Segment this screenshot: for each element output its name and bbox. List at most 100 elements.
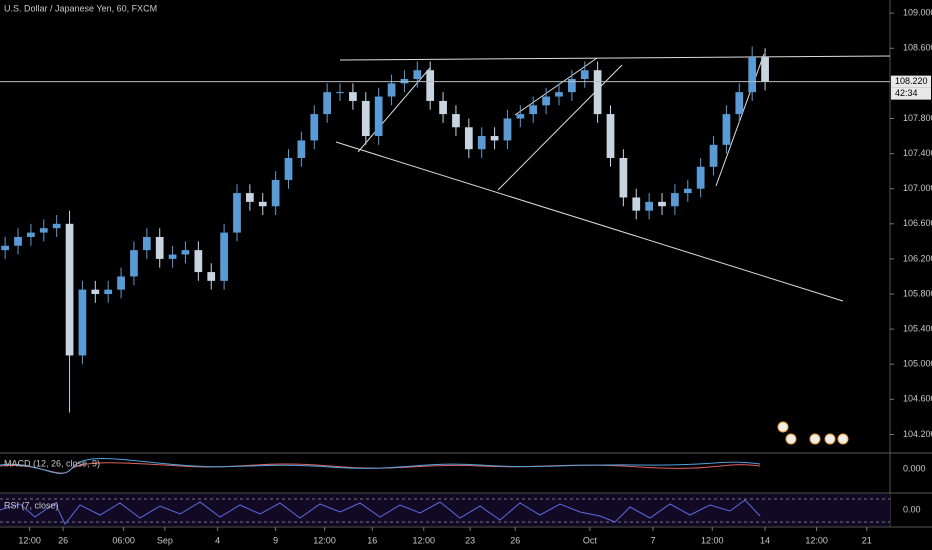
candle-body (632, 197, 641, 211)
candle-body (619, 157, 628, 198)
candle-body (284, 157, 293, 180)
x-tick-label: 9 (273, 535, 278, 545)
candle-body (349, 92, 357, 101)
last-price-box (891, 75, 931, 88)
candle-body (91, 289, 100, 295)
candle-body (568, 78, 576, 93)
candle-body (1, 245, 10, 251)
x-tick-label: 12:00 (18, 535, 41, 545)
candle-body (104, 289, 113, 295)
y-tick-label: 109.000 (903, 8, 932, 18)
y-tick-label: 106.600 (903, 218, 932, 228)
candle-body (516, 114, 525, 119)
candle-body (503, 118, 512, 141)
candle-body (580, 70, 589, 79)
x-tick-label: 26 (58, 535, 68, 545)
candle-body (297, 140, 306, 158)
candle-body (323, 92, 332, 115)
x-tick-label: 4 (215, 535, 220, 545)
candle-body (142, 236, 151, 251)
candle-body (271, 179, 280, 207)
candle-body (683, 188, 692, 194)
candle-body (374, 96, 383, 137)
candle-body (27, 232, 35, 237)
y-tick-label: 104.200 (903, 429, 932, 439)
candle-body (65, 223, 74, 356)
x-tick-label: 23 (465, 535, 475, 545)
event-icon (824, 433, 836, 445)
candle-body (52, 223, 61, 229)
x-tick-label: 06:00 (112, 535, 135, 545)
candle-body (606, 114, 615, 158)
candle-body (761, 57, 769, 82)
candle-body (748, 57, 757, 93)
x-tick-label: 21 (862, 535, 872, 545)
chart-title: U.S. Dollar / Japanese Yen, 60, FXCM (4, 3, 157, 13)
y-tick-label: 107.800 (903, 113, 932, 123)
candle-body (593, 70, 602, 115)
candle-body (464, 127, 473, 150)
y-tick-label: 107.000 (903, 183, 932, 193)
event-icon (837, 433, 849, 445)
x-tick-label: 12:00 (313, 535, 336, 545)
candle-body (645, 201, 654, 211)
candle-body (709, 144, 718, 167)
event-icon (809, 433, 821, 445)
candle-body (542, 96, 550, 106)
candle-body (361, 100, 370, 137)
candle-body (439, 100, 447, 115)
candle-body (696, 166, 705, 189)
x-tick-label: 12:00 (412, 535, 435, 545)
x-tick-label: 14 (760, 535, 770, 545)
candle-body (155, 236, 164, 259)
candle-body (735, 92, 744, 115)
macd-title: MACD (12, 26, close, 9) (4, 458, 100, 468)
last-price-label: 108.220 (895, 76, 928, 86)
y-tick-label: 105.800 (903, 288, 932, 298)
candle-body (477, 136, 486, 150)
x-tick-label: 12:00 (701, 535, 724, 545)
candle-body (14, 236, 22, 246)
candle-body (233, 193, 241, 233)
candle-body (130, 250, 138, 277)
candle-body (413, 70, 422, 79)
candle-body (220, 232, 228, 281)
y-tick-label: 107.400 (903, 148, 932, 158)
rsi-axis-label: 0.00 (903, 504, 921, 514)
x-tick-label: 7 (651, 535, 656, 545)
candle-body (258, 201, 267, 207)
x-tick-label: 16 (367, 535, 377, 545)
rsi-line (0, 499, 761, 525)
candle-body (426, 70, 435, 101)
candle-body (529, 105, 538, 115)
x-tick-label: Sep (157, 535, 173, 545)
rsi-title: RSI (7, close) (4, 500, 59, 510)
y-tick-label: 105.400 (903, 324, 932, 334)
trend-line (514, 57, 598, 116)
candle-body (671, 193, 679, 207)
candle-body (555, 92, 563, 97)
candle-body (194, 250, 203, 273)
candle-body (117, 276, 125, 290)
candle-body (452, 114, 460, 128)
x-tick-label: Oct (583, 535, 598, 545)
x-tick-label: 26 (510, 535, 520, 545)
macd-signal-line (0, 462, 761, 474)
candle-body (246, 193, 254, 202)
y-tick-label: 104.600 (903, 394, 932, 404)
candle-body (658, 201, 666, 207)
candle-body (207, 272, 216, 281)
y-tick-label: 106.200 (903, 253, 932, 263)
candle-body (181, 250, 190, 255)
candle-body (39, 228, 48, 233)
macd-line (0, 458, 761, 474)
candle-body (387, 83, 396, 97)
trend-line (335, 141, 844, 302)
candle-body (336, 92, 344, 94)
candle-body (310, 114, 319, 141)
macd-axis-label: 0.000 (903, 463, 926, 473)
event-icon (785, 433, 797, 445)
